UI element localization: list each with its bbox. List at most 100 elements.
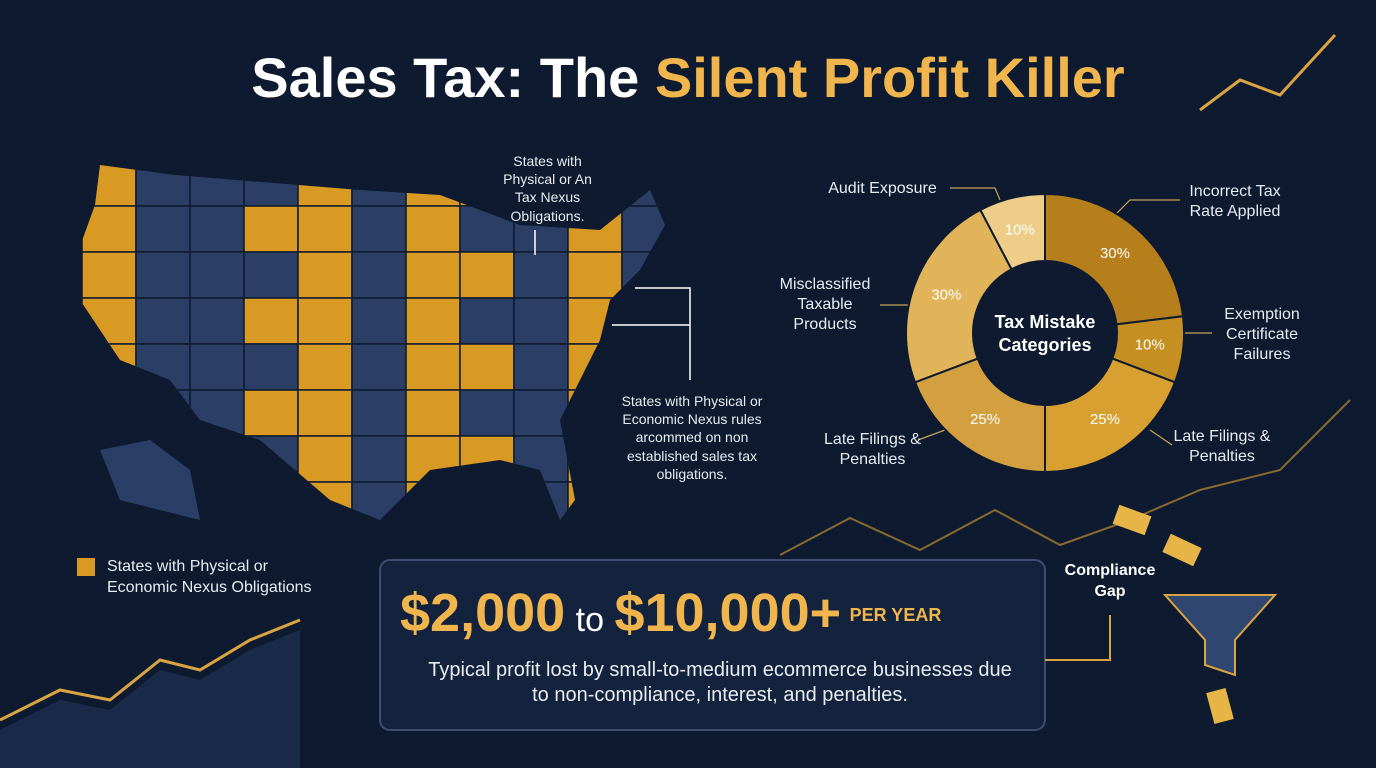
map-annotation: States with Physical or An Tax Nexus Obl… — [503, 153, 592, 224]
state — [189, 297, 245, 345]
callout-description: Typical profit lost by small-to-medium e… — [428, 659, 1012, 706]
alaska — [100, 440, 200, 520]
donut-segment — [913, 357, 1046, 474]
state — [405, 343, 461, 391]
callout-box — [379, 559, 1046, 731]
trend-line — [779, 399, 1351, 556]
state — [351, 481, 407, 520]
state — [405, 165, 461, 207]
trend-line — [1199, 33, 1337, 112]
state — [297, 297, 353, 345]
state — [135, 205, 191, 253]
category-label: Exemption Certificate Failures — [1224, 306, 1300, 363]
state — [621, 165, 665, 207]
state — [351, 251, 407, 299]
state — [676, 252, 730, 298]
state — [189, 165, 245, 207]
state — [676, 160, 730, 206]
state — [351, 389, 407, 437]
state — [567, 481, 623, 520]
state — [567, 297, 623, 345]
callout-amount: $2,000 to $10,000+ PER YEAR — [400, 582, 1040, 644]
donut-segment — [1044, 357, 1177, 474]
state — [405, 205, 461, 253]
state — [513, 343, 569, 391]
state — [567, 343, 623, 391]
category-label: Incorrect Tax Rate Applied — [1189, 183, 1281, 220]
category-label: Late Filings & Penalties — [1173, 428, 1271, 465]
state — [189, 251, 245, 299]
amount-high: $10,000+ — [614, 583, 842, 643]
funnel — [1162, 594, 1278, 677]
state — [459, 481, 515, 520]
value-label: 10% — [1005, 222, 1035, 239]
state — [135, 389, 191, 437]
state — [676, 344, 730, 390]
state — [297, 165, 353, 207]
state — [81, 165, 137, 207]
state — [459, 251, 515, 299]
trend-area — [0, 630, 300, 768]
state — [243, 481, 299, 520]
category-label: Misclassified Taxable Products — [779, 276, 871, 333]
state — [621, 481, 665, 520]
amount-low: $2,000 — [400, 583, 566, 643]
money-icons — [1112, 504, 1234, 725]
state — [243, 343, 299, 391]
trend-line — [0, 618, 301, 722]
category-label: Late Filings & Penalties — [824, 431, 921, 468]
state — [297, 343, 353, 391]
state — [243, 435, 299, 483]
state — [351, 343, 407, 391]
state — [621, 251, 665, 299]
state — [189, 389, 245, 437]
state — [621, 297, 665, 345]
state — [459, 389, 515, 437]
state — [567, 251, 623, 299]
state — [243, 165, 299, 207]
category-label: Audit Exposure — [828, 180, 937, 197]
state — [405, 435, 461, 483]
state — [621, 205, 665, 253]
state — [351, 205, 407, 253]
donut-segment — [1044, 192, 1185, 326]
value-label: 25% — [1090, 411, 1120, 428]
amount-unit: PER YEAR — [849, 605, 942, 625]
state — [135, 165, 191, 207]
legend-label: States with Physical or Economic Nexus O… — [107, 558, 312, 596]
state — [243, 297, 299, 345]
value-label: 30% — [1100, 245, 1130, 262]
donut-segment — [979, 192, 1046, 271]
state — [405, 389, 461, 437]
state — [189, 205, 245, 253]
state — [189, 481, 245, 520]
state — [351, 165, 407, 207]
state — [676, 482, 730, 528]
state — [135, 251, 191, 299]
state — [297, 435, 353, 483]
leader-lines — [880, 187, 1212, 446]
state — [459, 435, 515, 483]
state — [405, 297, 461, 345]
state — [243, 205, 299, 253]
state — [135, 343, 191, 391]
state — [297, 251, 353, 299]
state — [81, 389, 137, 437]
state — [81, 205, 137, 253]
value-label: 10% — [1135, 337, 1165, 354]
state — [297, 481, 353, 520]
value-label: 30% — [931, 287, 961, 304]
state — [351, 297, 407, 345]
state — [513, 435, 569, 483]
state — [81, 343, 137, 391]
state — [243, 251, 299, 299]
donut-center-title: Tax Mistake Categories — [994, 312, 1096, 356]
donut-segment — [905, 208, 1013, 384]
value-label: 25% — [970, 411, 1000, 428]
state — [297, 205, 353, 253]
state — [459, 297, 515, 345]
title: Sales Tax: The Silent Profit Killer — [251, 46, 1125, 109]
state — [459, 343, 515, 391]
